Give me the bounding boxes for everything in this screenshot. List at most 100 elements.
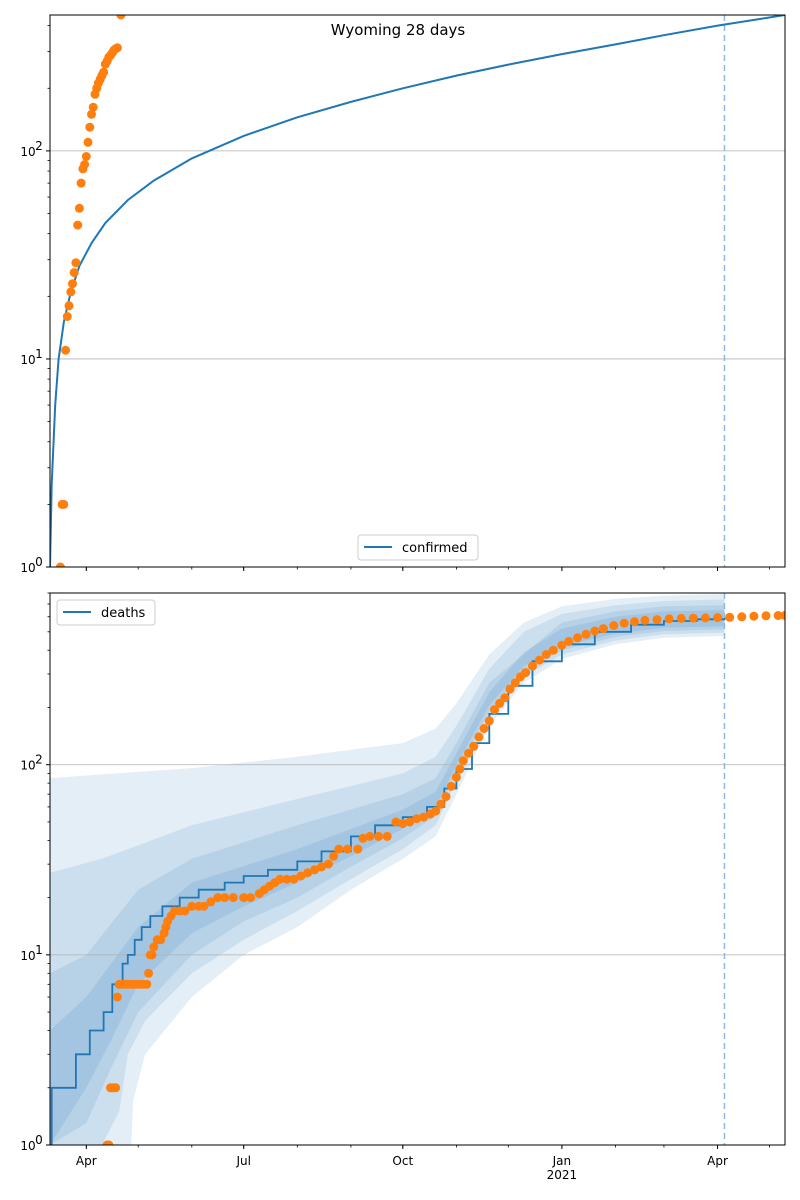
observed-point — [99, 67, 109, 77]
observed-point — [61, 345, 71, 355]
observed-point — [149, 942, 159, 952]
observed-point — [71, 258, 81, 268]
x-tick-label: Jan — [552, 1154, 572, 1168]
observed-point — [451, 772, 461, 782]
y-tick-exponent: 2 — [35, 753, 43, 767]
observed-point — [398, 819, 408, 829]
observed-point — [441, 792, 451, 802]
observed-point — [382, 831, 392, 841]
observed-point — [358, 833, 368, 843]
uncertainty-band-3 — [50, 605, 725, 1145]
observed-point — [80, 160, 90, 169]
observed-point — [412, 814, 422, 824]
observed-point — [541, 650, 551, 659]
plot-frame — [49, 592, 786, 1146]
plot-area-top — [50, 15, 785, 567]
observed-point — [664, 614, 674, 624]
observed-point — [455, 764, 465, 774]
observed-point — [676, 613, 686, 623]
observed-point — [66, 287, 76, 297]
observed-point — [749, 611, 759, 621]
legend-box — [56, 599, 156, 626]
x-tick-label: Apr — [76, 1154, 97, 1168]
observed-point — [557, 640, 567, 650]
observed-point — [521, 668, 531, 678]
observed-point — [640, 615, 650, 625]
legend-bottom: deaths — [56, 599, 156, 626]
y-tick-exponent: 0 — [35, 1133, 43, 1147]
legend-top: confirmed — [357, 534, 479, 561]
observed-point — [548, 645, 558, 655]
observed-point — [187, 901, 197, 911]
observed-point — [81, 152, 91, 161]
y-tick-exponent: 1 — [35, 943, 43, 957]
observed-point — [630, 617, 639, 627]
observed-point — [228, 893, 238, 903]
observed-point — [116, 15, 126, 20]
observed-point — [239, 893, 249, 903]
grid-bottom — [50, 764, 785, 956]
observed-point — [405, 817, 415, 827]
observed-point — [474, 732, 484, 742]
observed-point — [652, 615, 662, 625]
y-tick-label: 10 — [20, 759, 35, 773]
observed-point — [68, 279, 77, 289]
legend-box — [357, 534, 479, 561]
observed-point — [505, 684, 515, 694]
series-group — [50, 15, 785, 567]
observed-point — [206, 897, 216, 907]
x-tick-sublabel: 2021 — [547, 1168, 578, 1182]
observed-point — [104, 1140, 114, 1145]
observed-point — [700, 613, 710, 623]
series-line-deaths — [50, 618, 726, 1145]
observed-point — [725, 612, 735, 622]
observed-point — [112, 992, 122, 1002]
observed-point — [85, 122, 95, 132]
observed-point — [353, 844, 363, 854]
observed-point — [479, 724, 489, 733]
observed-point — [334, 844, 344, 854]
observed-point — [282, 874, 292, 884]
y-tick-label: 10 — [20, 1139, 35, 1153]
legend-label-confirmed: confirmed — [402, 541, 468, 556]
observed-point — [484, 716, 494, 726]
observed-point — [88, 102, 98, 112]
observed-point — [365, 831, 375, 841]
observed-point — [142, 979, 152, 989]
y-tick-exponent: 1 — [35, 347, 43, 361]
observed-point — [431, 806, 441, 816]
observed-point — [780, 610, 785, 620]
observed-point — [564, 636, 574, 646]
observed-point — [713, 613, 723, 623]
observed-point — [76, 178, 86, 188]
observed-point — [317, 862, 326, 872]
observed-point — [534, 655, 544, 665]
y-tick-exponent: 0 — [35, 555, 43, 569]
observed-point — [112, 43, 122, 53]
y-tick-label: 10 — [20, 353, 35, 367]
observed-point — [528, 661, 537, 671]
y-tick-exponent: 2 — [35, 139, 43, 153]
observed-point — [147, 950, 157, 960]
x-tick-label: Jul — [235, 1154, 250, 1168]
observed-point — [310, 865, 320, 875]
observed-point — [220, 893, 230, 903]
observed-point — [374, 831, 384, 841]
observed-point — [73, 220, 83, 230]
observed-point — [773, 611, 783, 620]
observed-point — [436, 799, 446, 809]
observed-point — [737, 612, 747, 622]
observed-point — [69, 268, 79, 278]
observed-point — [500, 693, 510, 703]
observed-point — [419, 812, 429, 822]
observed-point — [87, 109, 96, 119]
observed-point — [688, 613, 698, 623]
observed-point — [59, 499, 69, 509]
observed-point — [581, 629, 591, 639]
observed-point — [761, 611, 771, 621]
observed-point — [296, 871, 306, 881]
